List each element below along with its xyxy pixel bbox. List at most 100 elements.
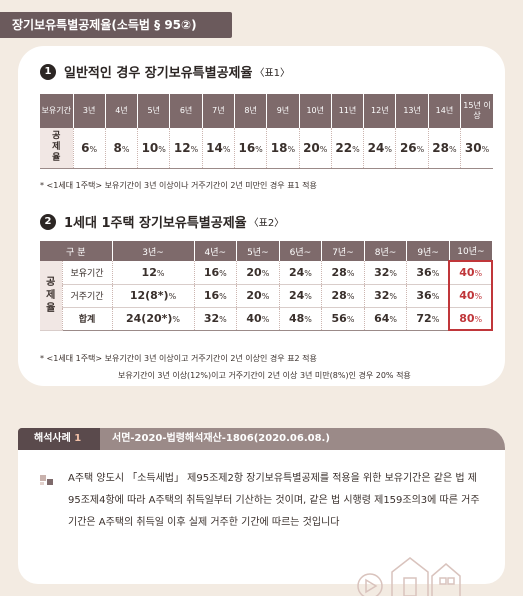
rate-value: 28 (331, 265, 347, 279)
table2-rate-cell: 20% (236, 284, 280, 308)
rate-unit: % (255, 144, 263, 154)
table2-rate-cell: 72% (406, 307, 450, 331)
table2-rate-cell: 64% (364, 307, 408, 331)
table1-period-header: 14년 (428, 94, 462, 128)
table2-rate-cell: 12(8*)% (112, 284, 195, 308)
section1-note: * <1세대 1주택> 보유기간이 3년 이상이나 거주기간이 2년 미만인 경… (40, 181, 317, 190)
case-tag-prefix: 해석사례 (34, 433, 71, 444)
rate-value: 36 (416, 289, 432, 302)
rate-value: 6 (81, 140, 90, 155)
section2-note2: 보유기간이 3년 이상(12%)이고 거주기간이 2년 이상 3년 미만(8%)… (118, 371, 411, 380)
rate-unit: % (431, 315, 440, 324)
rate-value: 56 (331, 312, 347, 325)
rate-unit: % (384, 144, 392, 154)
section1-number: 1 (40, 63, 56, 80)
rate-unit: % (219, 292, 227, 301)
rate-value: 26 (399, 140, 417, 155)
rate-unit: % (304, 315, 312, 324)
table1-period-header: 7년 (202, 94, 235, 128)
section2-heading: 2 1세대 1주택 장기보유특별공제율 〈표2〉 (40, 212, 284, 231)
rate-value: 40 (459, 289, 475, 302)
table1-rate-cell: 24% (363, 128, 397, 169)
table2-row-label: 보유기간 (62, 261, 113, 285)
table2-period-header: 10년~ (449, 241, 492, 261)
table1-period-header: 11년 (331, 94, 365, 128)
rate-unit: % (431, 292, 440, 301)
rate-unit: % (448, 144, 457, 154)
table2-rate-cell: 80% (448, 307, 493, 331)
table2-period-header: 8년~ (364, 241, 408, 261)
table1-row-label: 공 제 율 (40, 128, 74, 169)
rate-unit: % (319, 144, 328, 154)
case-tag: 해석사례 1 (18, 428, 100, 450)
rate-unit: % (261, 315, 270, 324)
rate-value: 32 (203, 312, 220, 325)
rate-value: 24 (288, 265, 305, 279)
table-single-house-rates: 구 분 3년~ 4년~ 5년~ 6년~ 7년~ 8년~ 9년~ 10년~ 공 제 율 보유기간 12… (40, 241, 493, 331)
rate-unit: % (261, 268, 270, 278)
table1-rate-cell: 26% (395, 128, 429, 169)
rate-value: 36 (416, 265, 432, 279)
rate-value: 8 (113, 140, 122, 155)
rate-unit: % (346, 315, 355, 324)
rate-value: 80 (459, 311, 475, 325)
section1-title: 일반적인 경우 장기보유특별공제율 (64, 66, 253, 81)
table1-period-header: 8년 (234, 94, 268, 128)
rate-unit: % (219, 268, 227, 278)
table2-rate-cell: 40% (448, 260, 493, 285)
rate-unit: % (89, 144, 98, 154)
rate-unit: % (352, 144, 360, 154)
table1-period-header: 3년 (73, 94, 106, 128)
table-general-rates: 보유기간 3년 4년 5년 6년 7년 8년 9년 10년 11년 12년 13년 14년 15년 이상 … (40, 94, 493, 169)
table2-rate-cell: 32% (364, 284, 408, 308)
rate-value: 40 (246, 312, 262, 325)
rate-unit: % (416, 144, 425, 154)
table2-rate-cell: 32% (364, 261, 408, 285)
table2-row: 합계 24(20*)% 32% 40% 48% 56% 64% 72% 80% (40, 307, 493, 331)
rate-unit: % (474, 292, 483, 301)
rate-unit: % (219, 315, 227, 324)
rate-unit: % (287, 144, 296, 154)
rate-value: 28 (331, 289, 347, 302)
table1-period-header: 9년 (266, 94, 300, 128)
table2-rate-cell: 24% (279, 284, 323, 308)
table1-period-header: 5년 (137, 94, 171, 128)
rate-unit: % (156, 268, 165, 278)
table2-rate-cell: 16% (194, 284, 238, 308)
table2-rate-cell: 32% (194, 307, 238, 331)
rate-unit: % (190, 144, 199, 154)
rate-value: 22 (335, 140, 353, 155)
table2-rate-cell: 28% (321, 284, 365, 308)
table2-rate-cell: 12% (112, 261, 195, 285)
table2-rate-cell: 56% (321, 307, 365, 331)
rate-value: 20 (246, 265, 262, 279)
rate-unit: % (158, 144, 166, 154)
table2-period-header: 3년~ (112, 241, 195, 261)
rate-value: 16 (203, 289, 220, 302)
table2-corner: 구 분 (40, 241, 113, 261)
rate-value: 10 (141, 140, 159, 155)
page-title: 장기보유특별공제율(소득법 § 95②) (0, 12, 232, 38)
section1-ref: 〈표1〉 (254, 68, 291, 79)
table2-side-label: 공 제 율 (40, 261, 63, 331)
rate-value: 28 (432, 140, 449, 155)
rate-unit: % (168, 292, 177, 301)
table2-period-header: 7년~ (321, 241, 365, 261)
table2-period-header: 4년~ (194, 241, 238, 261)
table1-rate-cell: 10% (137, 128, 171, 169)
table1-rate-cell: 20% (299, 128, 332, 169)
section1-heading: 1 일반적인 경우 장기보유특별공제율 〈표1〉 (40, 62, 290, 81)
rate-unit: % (304, 292, 312, 301)
rate-value: 32 (374, 265, 390, 279)
table2-rate-cell: 36% (406, 261, 450, 285)
table1-rate-cell: 28% (428, 128, 462, 169)
rate-unit: % (474, 314, 483, 324)
rate-unit: % (172, 315, 181, 324)
rate-unit: % (222, 144, 231, 154)
table2-row-label: 합계 (62, 307, 113, 331)
table2-rate-cell: 48% (279, 307, 323, 331)
table1-rate-cell: 8% (105, 128, 139, 169)
bullet-squares-icon (40, 475, 54, 485)
rate-unit: % (389, 315, 397, 324)
table2-rate-cell: 16% (194, 261, 238, 285)
